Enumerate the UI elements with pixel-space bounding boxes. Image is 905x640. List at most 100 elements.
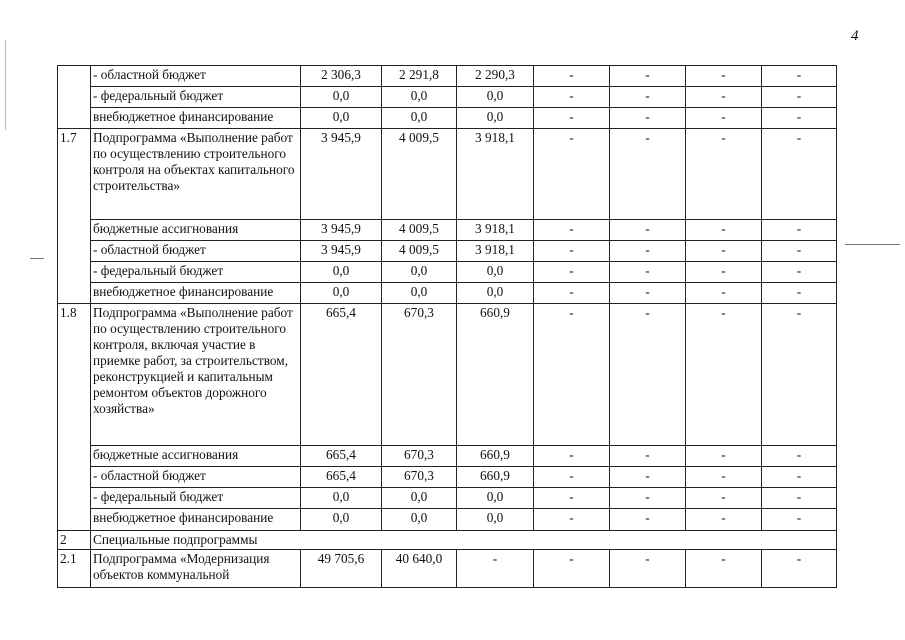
value-cell: 0,0 — [456, 107, 534, 129]
value-cell: - — [533, 261, 610, 283]
value-cell: 2 290,3 — [456, 65, 534, 87]
value-cell: 0,0 — [456, 86, 534, 108]
value-cell: - — [761, 240, 837, 262]
value-cell: - — [761, 466, 837, 488]
value-cell: 40 640,0 — [381, 549, 457, 588]
value-cell: 49 705,6 — [300, 549, 382, 588]
table-row: внебюджетное финансирование 0,0 0,0 0,0- - - - — [58, 508, 837, 531]
row-label: внебюджетное финансирование — [90, 107, 301, 129]
value-cell: - — [761, 261, 837, 283]
value-cell: 0,0 — [381, 487, 457, 509]
value-cell: 3 945,9 — [300, 128, 382, 220]
value-cell: 0,0 — [300, 86, 382, 108]
value-cell: 660,9 — [456, 303, 534, 446]
value-cell: 3 918,1 — [456, 240, 534, 262]
value-cell: - — [609, 487, 686, 509]
table-row: внебюджетное финансирование 0,0 0,0 0,0- - - - — [58, 282, 837, 304]
value-cell: - — [609, 240, 686, 262]
value-cell: - — [609, 86, 686, 108]
value-cell: - — [685, 65, 762, 87]
value-cell: 0,0 — [300, 508, 382, 531]
value-cell: - — [761, 128, 837, 220]
scan-artifact — [845, 244, 900, 245]
table-row: внебюджетное финансирование 0,0 0,0 0,0- - - - — [58, 107, 837, 129]
row-label: - федеральный бюджет — [90, 86, 301, 108]
table-row: - областной бюджет 665,4 670,3 660,9- - - - — [58, 466, 837, 488]
row-number: 2 — [57, 530, 91, 550]
scan-artifact — [30, 258, 44, 259]
value-cell: - — [685, 303, 762, 446]
value-cell: - — [609, 508, 686, 531]
value-cell: - — [533, 128, 610, 220]
value-cell: - — [609, 107, 686, 129]
value-cell: 2 306,3 — [300, 65, 382, 87]
row-number: 1.7 — [57, 128, 91, 304]
value-cell: - — [761, 65, 837, 87]
value-cell: - — [685, 282, 762, 304]
value-cell: - — [685, 219, 762, 241]
row-number: 1.8 — [57, 303, 91, 531]
value-cell: 0,0 — [381, 508, 457, 531]
value-cell: - — [685, 128, 762, 220]
budget-table: - областной бюджет 2 306,3 2 291,8 2 290,3-… — [57, 65, 837, 588]
value-cell: - — [609, 219, 686, 241]
scan-artifact — [5, 40, 6, 130]
value-cell: 670,3 — [381, 466, 457, 488]
value-cell: 3 918,1 — [456, 219, 534, 241]
value-cell: 0,0 — [456, 487, 534, 509]
table-row: - федеральный бюджет 0,0 0,0 0,0- - - - — [58, 86, 837, 108]
value-cell: - — [685, 240, 762, 262]
value-cell: - — [761, 508, 837, 531]
row-label: бюджетные ассигнования — [90, 219, 301, 241]
row-label: бюджетные ассигнования — [90, 445, 301, 467]
value-cell: - — [609, 466, 686, 488]
value-cell: - — [533, 466, 610, 488]
value-cell: 3 945,9 — [300, 219, 382, 241]
section-title: Специальные подпрограммы — [90, 530, 837, 550]
value-cell: - — [533, 107, 610, 129]
table-row: - федеральный бюджет 0,0 0,0 0,0- - - - — [58, 487, 837, 509]
value-cell: 0,0 — [381, 107, 457, 129]
value-cell: - — [761, 219, 837, 241]
value-cell: - — [609, 128, 686, 220]
value-cell: - — [533, 445, 610, 467]
row-label: внебюджетное финансирование — [90, 508, 301, 531]
value-cell: - — [685, 466, 762, 488]
value-cell: - — [685, 445, 762, 467]
value-cell: - — [761, 107, 837, 129]
row-label: - областной бюджет — [90, 466, 301, 488]
value-cell: - — [761, 445, 837, 467]
value-cell: 3 918,1 — [456, 128, 534, 220]
value-cell: 0,0 — [381, 282, 457, 304]
value-cell: - — [761, 282, 837, 304]
row-label: внебюджетное финансирование — [90, 282, 301, 304]
row-label: Подпрограмма «Выполнение работ по осущес… — [90, 303, 301, 446]
table-row: 2 Специальные подпрограммы — [57, 530, 837, 550]
value-cell: - — [685, 86, 762, 108]
value-cell: - — [761, 303, 837, 446]
value-cell: - — [533, 282, 610, 304]
value-cell: - — [685, 549, 762, 588]
value-cell: 0,0 — [300, 261, 382, 283]
value-cell: - — [609, 65, 686, 87]
value-cell: - — [685, 261, 762, 283]
table-row: - федеральный бюджет 0,0 0,0 0,0- - - - — [58, 261, 837, 283]
value-cell: - — [761, 487, 837, 509]
value-cell: 3 945,9 — [300, 240, 382, 262]
row-label: - федеральный бюджет — [90, 487, 301, 509]
value-cell: - — [685, 107, 762, 129]
value-cell: - — [609, 303, 686, 446]
value-cell: - — [456, 549, 534, 588]
value-cell: 4 009,5 — [381, 240, 457, 262]
value-cell: 4 009,5 — [381, 219, 457, 241]
value-cell: 0,0 — [456, 508, 534, 531]
value-cell: - — [761, 86, 837, 108]
value-cell: - — [609, 282, 686, 304]
value-cell: 665,4 — [300, 466, 382, 488]
value-cell: 0,0 — [381, 86, 457, 108]
table-row: - областной бюджет 2 306,3 2 291,8 2 290,3-… — [57, 65, 837, 129]
row-label: - областной бюджет — [90, 65, 301, 87]
value-cell: 660,9 — [456, 445, 534, 467]
value-cell: 0,0 — [300, 107, 382, 129]
value-cell: 4 009,5 — [381, 128, 457, 220]
